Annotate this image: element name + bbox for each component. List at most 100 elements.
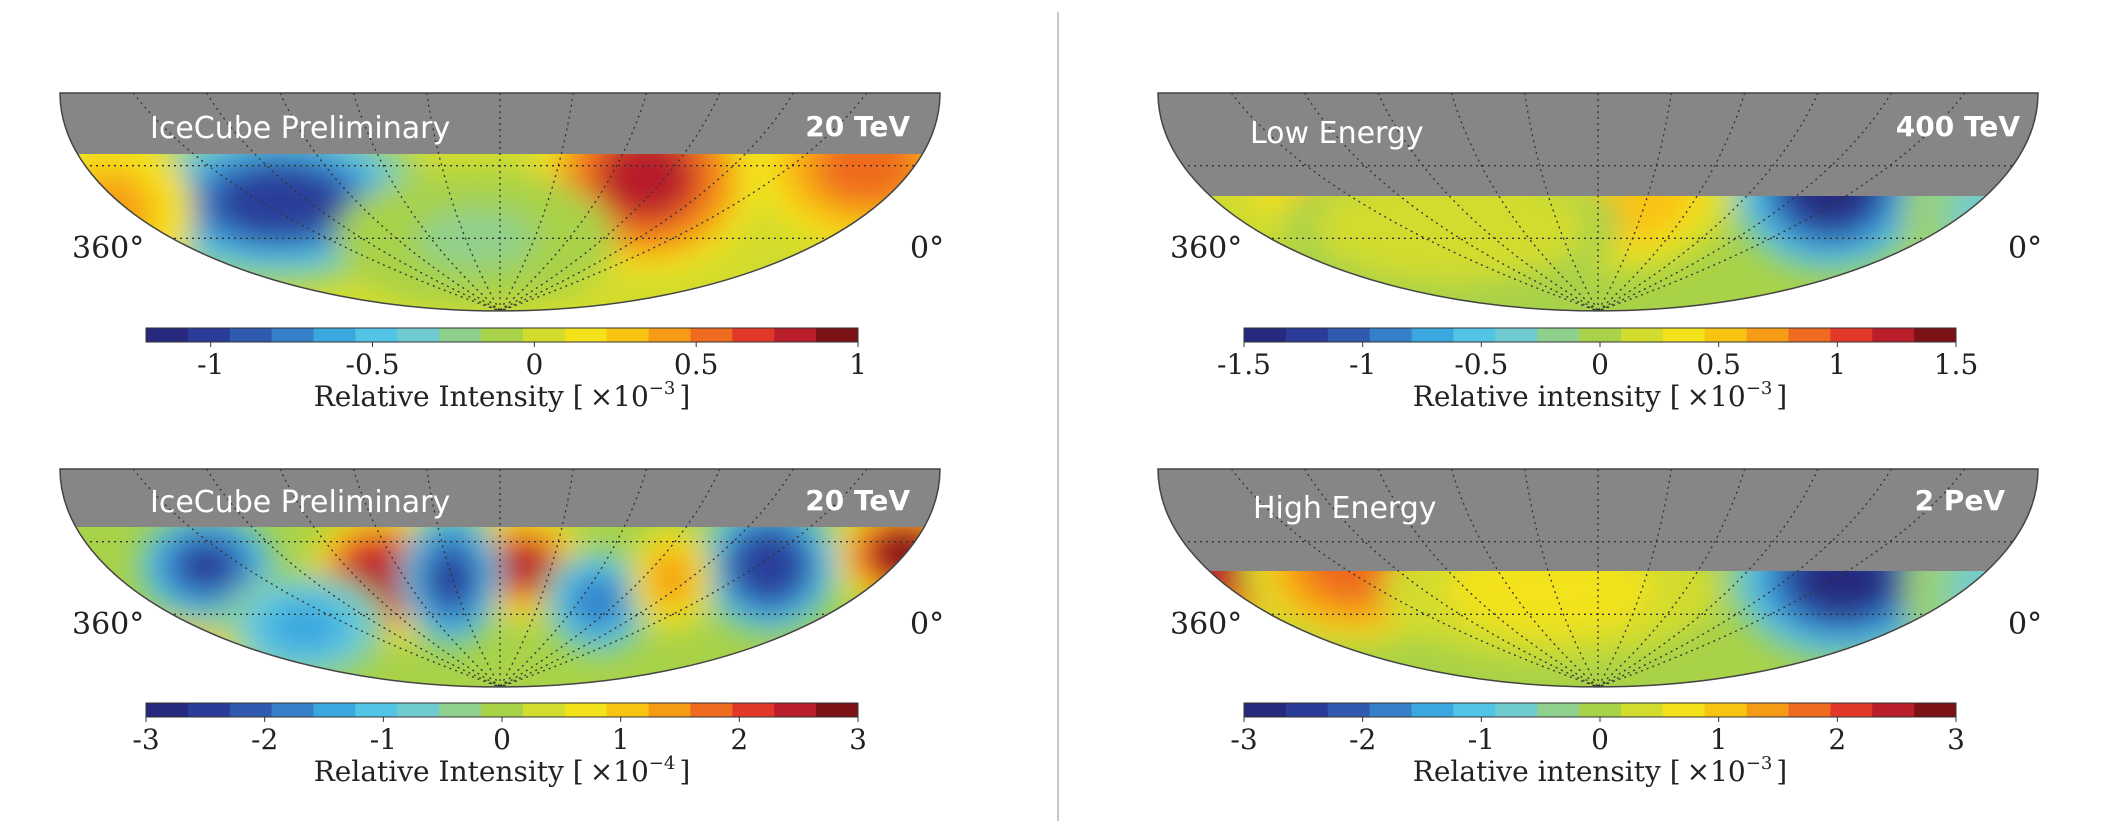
- sky-map-outline: [59, 92, 941, 312]
- colorbar-swatch-6: [397, 703, 440, 717]
- colorbar-label-text: Relative intensity [: [1413, 380, 1681, 413]
- ra-right-label: 0°: [910, 607, 944, 642]
- colorbar-swatch-7: [439, 703, 482, 717]
- colorbar-swatch-4: [313, 703, 356, 717]
- colorbar-swatch-11: [1704, 328, 1748, 342]
- sky-map-feature-0-layer-3: [214, 166, 346, 238]
- colorbar-swatch-10: [1662, 328, 1706, 342]
- colorbar-swatch-5: [1453, 328, 1496, 342]
- colorbar-label-exponent: −4: [649, 753, 676, 774]
- colorbar-swatch-5: [355, 703, 398, 717]
- colorbar-label: Relative intensity [×10−3]: [1413, 753, 1787, 788]
- sky-map-feature-6-layer-3: [573, 578, 622, 626]
- colorbar-swatch-9: [522, 328, 566, 342]
- sky-map-feature-7-layer-3: [268, 602, 341, 651]
- ra-left-label: 360°: [72, 231, 144, 266]
- colorbar-swatch-2: [1327, 328, 1371, 342]
- colorbar-tick-label-1: -2: [1349, 723, 1376, 756]
- colorbar-tick-label-3: 0: [1591, 348, 1609, 381]
- colorbar-swatch-9: [522, 703, 566, 717]
- colorbar-swatch-11: [606, 703, 650, 717]
- colorbar-tick-label-4: 1: [612, 723, 630, 756]
- colorbar-tick-label-4: 0.5: [1696, 348, 1741, 381]
- ra-right-label: 0°: [2008, 231, 2042, 266]
- colorbar-label-end: ]: [1776, 380, 1787, 413]
- colorbar-tick-label-4: 1: [1710, 723, 1728, 756]
- colorbar-swatch-8: [481, 703, 524, 717]
- colorbar-swatch-16: [1914, 328, 1957, 342]
- colorbar-swatch-15: [774, 703, 817, 717]
- sky-map-feature-3-layer-3: [1379, 196, 1524, 256]
- sky-map-panel-bottom-right: High Energy 2 PeV 360° 0° -3 -2 -1 0 1 2 3 Relative…: [1157, 468, 2042, 788]
- colorbar-tick-label-6: 3: [849, 723, 867, 756]
- colorbar-swatch-13: [690, 703, 733, 717]
- panel-energy-label: 2 PeV: [1915, 484, 2006, 517]
- colorbar-swatch-4: [1411, 328, 1454, 342]
- colorbar-swatch-6: [397, 328, 440, 342]
- colorbar-tick-label-6: 1.5: [1934, 348, 1979, 381]
- sky-map-panel-top-left: IceCube Preliminary 20 TeV 360° 0° -1 -0.5 0 0.…: [59, 92, 944, 413]
- colorbar-tick-label-0: -1: [197, 348, 224, 381]
- coordinate-grid: [60, 469, 940, 687]
- colorbar-label-text: Relative intensity [: [1413, 755, 1681, 788]
- colorbar-tick-label-2: 0: [525, 348, 543, 381]
- colorbar-label-exponent: −3: [1746, 378, 1773, 399]
- panel-title: Low Energy: [1250, 116, 1424, 151]
- colorbar-tick-label-0: -1.5: [1217, 348, 1271, 381]
- colorbar-swatch-15: [774, 328, 817, 342]
- colorbar-swatch-3: [271, 703, 315, 717]
- colorbar-swatch-10: [564, 328, 608, 342]
- panel-title: IceCube Preliminary: [150, 485, 450, 520]
- colorbar-label-text: Relative Intensity [: [314, 380, 584, 413]
- sky-map-feature-2-layer-3: [498, 542, 551, 590]
- colorbar-label-exponent: −3: [1746, 753, 1773, 774]
- sky-map-feature-1-layer-3: [738, 536, 799, 596]
- colorbar-swatch-7: [439, 328, 482, 342]
- sky-map-outline: [1157, 468, 2039, 688]
- colorbar-tick-label-1: -0.5: [346, 348, 400, 381]
- colorbar-swatch-12: [1746, 703, 1789, 717]
- colorbar-tick-label-0: -3: [132, 723, 159, 756]
- colorbar-swatch-13: [1788, 328, 1831, 342]
- colorbar-swatch-12: [1746, 328, 1789, 342]
- panel-energy-label: 20 TeV: [805, 484, 910, 517]
- colorbar-swatch-0: [1244, 328, 1287, 342]
- coordinate-grid: [1158, 93, 2038, 311]
- colorbar-tick-label-1: -1: [1349, 348, 1376, 381]
- colorbar-swatch-2: [1327, 703, 1371, 717]
- sky-map-outline: [1157, 92, 2039, 312]
- panel-energy-label: 20 TeV: [805, 110, 910, 143]
- sky-map-feature-9-layer-3: [85, 638, 182, 663]
- colorbar-tick-label-2: -1: [370, 723, 397, 756]
- colorbar-swatch-0: [1244, 703, 1287, 717]
- colorbar-tick-label-5: 2: [730, 723, 748, 756]
- colorbar-tick-label-5: 1: [1828, 348, 1846, 381]
- colorbar-tick-label-6: 3: [1947, 723, 1965, 756]
- colorbar-swatch-0: [146, 703, 189, 717]
- colorbar: -1 -0.5 0 0.5 1 Relative Intensity [×10−3]: [145, 327, 867, 413]
- colorbar-swatch-14: [1830, 328, 1873, 342]
- colorbar-swatch-8: [1579, 703, 1622, 717]
- sky-map-feature-5-layer-3: [429, 548, 473, 608]
- sky-map-feature-8-layer-3: [653, 554, 690, 602]
- colorbar-swatch-2: [229, 703, 273, 717]
- colorbar-swatch-16: [1914, 703, 1957, 717]
- colorbar-swatch-8: [1579, 328, 1622, 342]
- colorbar-swatch-13: [690, 328, 733, 342]
- colorbar-label-end: ]: [679, 380, 690, 413]
- colorbar-tick-label-2: -1: [1468, 723, 1495, 756]
- sky-map-outline: [59, 468, 941, 688]
- coordinate-grid: [1158, 469, 2038, 687]
- colorbar: -3 -2 -1 0 1 2 3 Relative intensity [×10−3]: [1230, 702, 1965, 788]
- colorbar-swatch-5: [1453, 703, 1496, 717]
- colorbar-label-exp-base: ×10: [590, 380, 649, 413]
- ra-right-label: 0°: [2008, 607, 2042, 642]
- colorbar-frame: [145, 327, 859, 343]
- sky-map-panel-bottom-left: IceCube Preliminary 20 TeV 360° 0° -3 -2 -1 0 1 2…: [59, 468, 944, 788]
- colorbar-swatch-1: [1285, 328, 1329, 342]
- panel-title: IceCube Preliminary: [150, 111, 450, 146]
- colorbar-swatch-12: [648, 328, 691, 342]
- colorbar-tick-label-3: 0: [493, 723, 511, 756]
- colorbar-swatch-7: [1537, 328, 1580, 342]
- ra-left-label: 360°: [1170, 231, 1242, 266]
